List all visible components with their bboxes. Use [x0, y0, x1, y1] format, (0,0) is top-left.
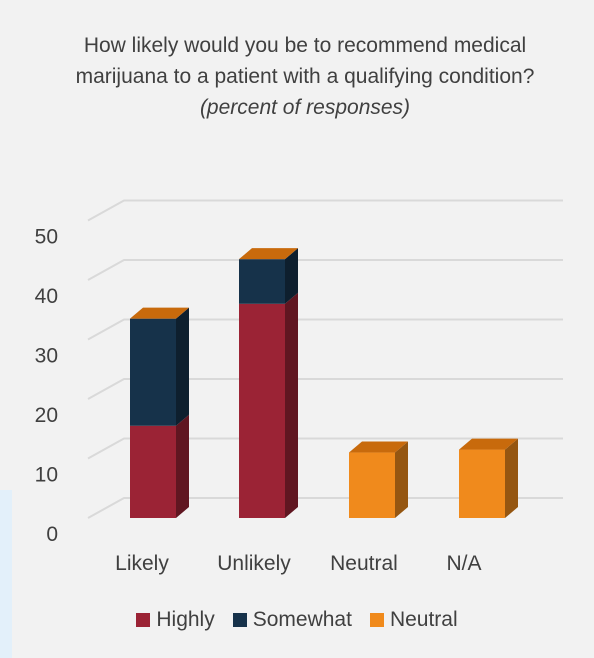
y-tick-label: 0	[46, 523, 58, 546]
x-tick-label: Likely	[115, 552, 169, 575]
legend-item: Neutral	[369, 608, 458, 632]
bar-top	[239, 248, 298, 260]
x-tick-label: N/A	[446, 552, 481, 575]
legend-label: Somewhat	[252, 608, 352, 631]
gridline	[87, 259, 563, 281]
y-tick-label: 20	[35, 404, 58, 427]
gridline	[87, 437, 563, 460]
bar-top	[130, 307, 189, 319]
bar-segment	[239, 303, 285, 518]
chart-subtitle: (percent of responses)	[199, 96, 411, 119]
gridline	[87, 378, 563, 400]
legend-item: Somewhat	[232, 608, 352, 632]
y-tick-label: 30	[35, 345, 58, 368]
bar-segment	[349, 452, 395, 518]
gridline	[87, 318, 563, 341]
bar-segment	[130, 425, 176, 518]
legend-label: Highly	[156, 608, 215, 631]
legend-item: Highly	[136, 608, 215, 632]
bar-top	[349, 441, 408, 453]
x-tick-label: Unlikely	[217, 552, 291, 575]
bar-segment	[239, 259, 285, 304]
bar-side	[176, 307, 189, 426]
legend-swatch	[136, 613, 151, 627]
y-tick-label: 50	[35, 226, 58, 249]
bar-side	[395, 441, 408, 518]
chart-title-block: How likely would you be to recommend med…	[40, 30, 570, 123]
chart-title: How likely would you be to recommend med…	[75, 34, 535, 88]
bar-side	[505, 438, 518, 518]
legend-swatch	[232, 613, 247, 627]
bar-segment	[459, 449, 505, 518]
y-tick-label: 40	[35, 285, 58, 308]
chart-legend: Highly Somewhat Neutral	[0, 608, 594, 632]
legend-label: Neutral	[389, 608, 458, 631]
bar-segment	[130, 318, 176, 426]
bar-side	[285, 292, 298, 518]
bar-side	[176, 414, 189, 518]
left-accent-strip	[0, 490, 12, 658]
bar-top	[459, 438, 518, 450]
y-tick-label: 10	[35, 464, 58, 487]
bar-side	[285, 248, 298, 304]
gridline	[87, 497, 563, 519]
gridline	[87, 199, 563, 222]
x-tick-label: Neutral	[330, 552, 398, 575]
legend-swatch	[369, 613, 384, 627]
